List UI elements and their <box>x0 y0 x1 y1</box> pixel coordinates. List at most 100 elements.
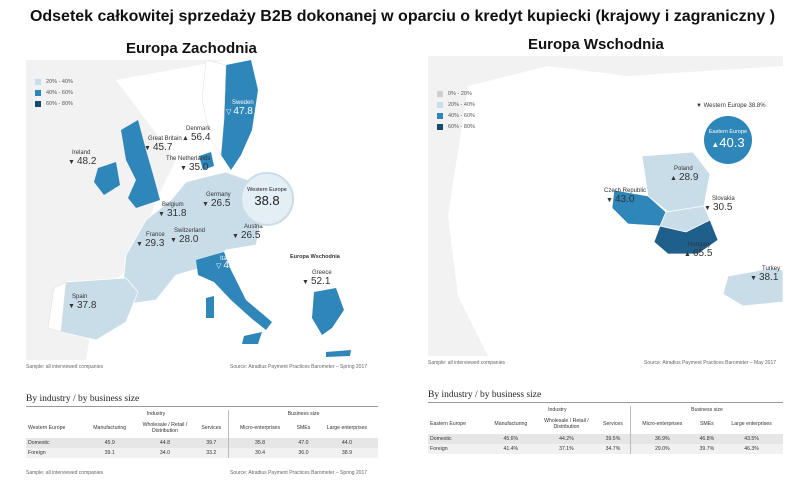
hungary-shape <box>653 219 719 255</box>
table-cell: 45.9 <box>83 438 136 448</box>
east-legend-swatch-mid <box>437 112 443 119</box>
country-label-italy: Italy <box>220 256 232 262</box>
west-source-caption: Source: Atradius Payment Practices Barom… <box>230 364 368 370</box>
bubble-label: Western Europe <box>247 187 287 193</box>
table-cell: 45.6% <box>484 434 537 444</box>
west-legend-item: 60% - 80% <box>46 100 73 107</box>
country-value-spain: ▼ 37.8 <box>68 300 97 311</box>
row-label: Foreign <box>26 448 84 458</box>
west-table-header: Large enterprises <box>326 425 368 431</box>
west-sample-caption: Sample: all interviewed companies <box>26 364 103 370</box>
country-label-denmark: Denmark <box>186 126 211 132</box>
country-label-netherlands: The Netherlands <box>166 156 211 162</box>
table-cell: 39.7% <box>693 444 721 454</box>
country-value-ireland: ▼ 48.2 <box>68 156 97 167</box>
east-table-region: Eastern Europe <box>430 421 467 427</box>
west-legend-swatch-dark <box>35 100 41 107</box>
table-cell: 44.0 <box>315 438 378 448</box>
bubble-label: Eastern Europe <box>708 129 748 135</box>
east-table: Industry Business size Eastern Europe Ma… <box>428 406 783 454</box>
table-cell: 34.7% <box>595 444 631 454</box>
east-table-header: Wholesale / Retail / Distribution <box>544 418 589 430</box>
west-divider <box>26 406 378 407</box>
west-legend-swatch-light <box>35 78 41 85</box>
table-cell: 39.1 <box>83 448 136 458</box>
italy-shape <box>196 252 272 330</box>
country-label-czech-republic: Czech Republic <box>604 188 647 194</box>
country-label-turkey: Turkey <box>762 266 781 272</box>
country-label-greece: Greece <box>312 270 332 276</box>
west-legend: 20% - 40% 40% - 60% 60% - 80% <box>35 76 73 109</box>
country-value-belgium: ▼ 31.8 <box>158 208 187 219</box>
east-divider <box>428 402 783 403</box>
country-value-netherlands: ▼ 35.0 <box>180 162 209 173</box>
east-legend-swatch-dark <box>437 123 443 130</box>
east-map-shapes <box>448 66 783 356</box>
east-table-group-size: Business size <box>629 406 783 414</box>
west-table-group-industry: Industry <box>146 411 166 417</box>
ireland-shape <box>94 162 120 195</box>
bubble-value: 38.8 <box>254 193 280 208</box>
table-cell: 43.5% <box>720 434 783 444</box>
table-cell: 41.4% <box>484 444 537 454</box>
trend-icon: ▼ <box>170 237 177 244</box>
trend-icon: ▲ <box>684 251 691 258</box>
country-value-france: ▼ 29.3 <box>136 238 165 249</box>
trend-icon: ▲ <box>711 140 720 149</box>
east-panel-title: Europa Wschodnia <box>528 36 664 53</box>
west-panel-title: Europa Zachodnia <box>126 40 257 57</box>
country-label-spain: Spain <box>72 294 88 300</box>
east-table-header: Manufacturing <box>494 421 528 427</box>
sicily-shape <box>242 332 262 344</box>
table-cell: 30.4 <box>228 448 291 458</box>
east-table-header: Services <box>603 421 623 427</box>
trend-icon: ▼ <box>750 275 757 282</box>
country-label-belgium: Belgium <box>162 202 184 208</box>
east-sample-caption: Sample: all interviewed companies <box>428 360 505 366</box>
row-label: Domestic <box>26 438 84 448</box>
table-cell: 44.2% <box>536 434 596 444</box>
trend-icon: ▼ <box>180 165 187 172</box>
sardinia-shape <box>206 296 214 318</box>
east-legend: 0% - 20% 20% - 40% 40% - 60% 60% - 80% <box>437 88 475 132</box>
bubble-value: ▲40.3 <box>711 135 745 150</box>
country-label-great-britain: Great Britain <box>148 136 182 142</box>
country-label-hungary: Hungary <box>688 242 711 248</box>
east-legend-item: 20% - 40% <box>448 101 475 108</box>
trend-icon: ▲ <box>670 175 677 182</box>
table-cell: 39.7 <box>194 438 229 448</box>
trend-icon: ▼ <box>144 145 151 152</box>
overlay-label-east: Europa Wschodnia <box>290 254 340 260</box>
country-value-denmark: ▲ 56.4 <box>182 132 211 143</box>
table-row: Domestic 45.6% 44.2% 39.5% 36.9% 46.8% 4… <box>428 434 783 444</box>
table-row: Domestic 45.9 44.8 39.7 35.8 47.0 44.0 <box>26 438 378 448</box>
table-cell: 36.9% <box>629 434 694 444</box>
table-cell: 37.1% <box>536 444 596 454</box>
country-label-switzerland: Switzerland <box>174 228 206 234</box>
table-cell: 46.3% <box>720 444 783 454</box>
country-label-slovakia: Slovakia <box>712 196 735 202</box>
east-legend-item: 0% - 20% <box>448 90 472 97</box>
western-europe-reference: ▼ Western Europe 38.8% <box>696 103 766 109</box>
country-value-poland: ▲ 28.9 <box>670 172 699 183</box>
west-table-group-size: Business size <box>228 410 378 418</box>
west-table-source: Source: Atradius Payment Practices Barom… <box>230 470 368 476</box>
west-legend-swatch-mid <box>35 89 41 96</box>
east-table-header: SMEs <box>699 421 714 427</box>
trend-icon: ▽ <box>216 263 222 270</box>
country-label-poland: Poland <box>674 166 693 172</box>
norway-shape <box>201 60 227 156</box>
row-label: Domestic <box>428 434 485 444</box>
country-value-great-britain: ▼ 45.7 <box>144 142 173 153</box>
main-title: Odsetek całkowitej sprzedaży B2B dokonan… <box>29 8 776 25</box>
table-cell: 44.8 <box>135 438 195 448</box>
trend-icon: ▼ <box>136 241 143 248</box>
table-cell: 34.0 <box>135 448 195 458</box>
table-cell: 39.5% <box>595 434 631 444</box>
country-label-austria: Austria <box>244 224 263 230</box>
west-table-header: Services <box>201 425 222 431</box>
table-cell: 33.2 <box>194 448 229 458</box>
west-section-title: By industry / by business size <box>26 394 140 404</box>
trend-icon: ▼ <box>302 279 309 286</box>
west-table-header: Manufacturing <box>93 425 127 431</box>
